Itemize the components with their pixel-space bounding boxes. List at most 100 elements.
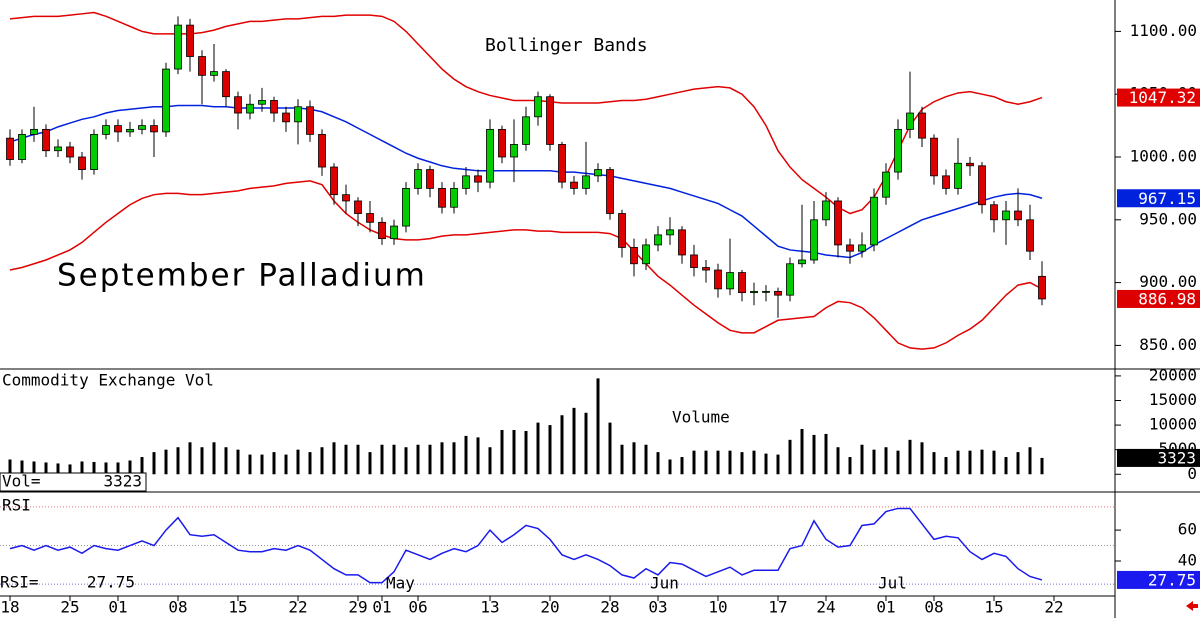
candle-body <box>690 254 698 268</box>
volume-bar <box>152 452 156 475</box>
x-tick-label: 03 <box>648 598 667 617</box>
volume-bar <box>272 452 276 475</box>
candle-body <box>1002 210 1010 221</box>
candle-body <box>618 213 626 248</box>
candle-body <box>258 100 266 105</box>
candle-body <box>150 125 158 133</box>
candle-body <box>798 259 806 265</box>
y-tick-label: 950.00 <box>1139 209 1197 228</box>
volume-bar <box>1004 457 1008 475</box>
candle-body <box>294 106 302 123</box>
volume-bar <box>848 457 852 475</box>
candle-body <box>882 171 890 198</box>
y-tick-label: 40 <box>1178 551 1197 570</box>
scroll-arrow[interactable] <box>1186 601 1198 611</box>
x-tick-label: 01 <box>372 598 391 617</box>
x-tick-label: 06 <box>408 598 427 617</box>
value-flag <box>1117 570 1200 589</box>
candle-body <box>42 128 50 152</box>
candle-body <box>654 234 662 246</box>
candle-body <box>702 267 710 271</box>
candle-body <box>762 290 770 293</box>
candle-body <box>138 125 146 130</box>
volume-bar <box>344 444 348 475</box>
volume-bar <box>212 442 216 475</box>
candle-body <box>666 229 674 236</box>
volume-bar <box>716 450 720 475</box>
candle-body <box>510 144 518 158</box>
value-flag-label: 27.75 <box>1148 570 1196 589</box>
candle-body <box>858 244 866 252</box>
volume-bar <box>596 378 600 475</box>
x-tick-label: 18 <box>0 598 19 617</box>
volume-bar <box>860 444 864 475</box>
x-tick-label: 08 <box>924 598 943 617</box>
chart-title: Bollinger Bands <box>485 35 648 56</box>
volume-bar <box>836 447 840 475</box>
candle-body <box>246 103 254 114</box>
readout-value: 27.75 <box>87 573 135 592</box>
candle-body <box>462 175 470 189</box>
volume-bar <box>800 429 804 475</box>
volume-bar <box>248 454 252 475</box>
x-tick-label: 17 <box>768 598 787 617</box>
volume-bar <box>536 422 540 475</box>
volume-bar <box>1016 452 1020 475</box>
candle-body <box>834 200 842 246</box>
candle-body <box>282 112 290 123</box>
volume-bar <box>140 457 144 475</box>
volume-bar <box>284 454 288 475</box>
candle-body <box>594 169 602 177</box>
candle-body <box>378 221 386 240</box>
candle-body <box>450 187 458 208</box>
value-flag <box>1117 189 1200 208</box>
volume-bar <box>92 461 96 475</box>
volume-bar <box>872 449 876 475</box>
volume-bar <box>440 442 444 475</box>
candle-body <box>306 106 314 135</box>
candle-body <box>678 229 686 256</box>
volume-bar <box>392 444 396 475</box>
volume-bar <box>956 450 960 475</box>
volume-bar <box>620 444 624 475</box>
volume-bar <box>320 447 324 475</box>
value-flag <box>1117 289 1200 308</box>
candle-body <box>438 187 446 208</box>
value-flag <box>1117 88 1200 107</box>
candle-body <box>198 56 206 76</box>
y-tick-label: 15000 <box>1149 390 1197 409</box>
candle-body <box>846 244 854 252</box>
candle-body <box>162 68 170 133</box>
candle-body <box>894 128 902 173</box>
volume-bar <box>236 449 240 475</box>
readout-box <box>0 472 147 492</box>
candle-body <box>402 187 410 227</box>
x-tick-label: 15 <box>984 598 1003 617</box>
volume-bar <box>128 460 132 475</box>
band-line <box>9 180 1043 350</box>
candle-body <box>102 125 110 135</box>
value-flag-label: 1047.32 <box>1129 88 1196 107</box>
y-tick-label: 0 <box>1187 464 1197 483</box>
volume-bar <box>8 459 12 475</box>
volume-bar <box>1040 457 1044 475</box>
x-tick-label: 01 <box>876 598 895 617</box>
volume-bar <box>932 452 936 475</box>
candle-body <box>498 128 506 158</box>
volume-bar <box>632 442 636 475</box>
candle-body <box>570 181 578 189</box>
volume-bar <box>188 442 192 475</box>
x-tick-label: 08 <box>168 598 187 617</box>
volume-bar <box>656 452 660 475</box>
x-tick-label: 10 <box>708 598 727 617</box>
candle-body <box>390 225 398 240</box>
volume-bar <box>908 439 912 475</box>
volume-bar <box>404 447 408 475</box>
volume-bar <box>728 450 732 475</box>
volume-bar <box>296 449 300 475</box>
volume-bar <box>176 447 180 475</box>
x-tick-label: 24 <box>816 598 835 617</box>
volume-bar <box>332 442 336 475</box>
volume-bar <box>788 439 792 475</box>
